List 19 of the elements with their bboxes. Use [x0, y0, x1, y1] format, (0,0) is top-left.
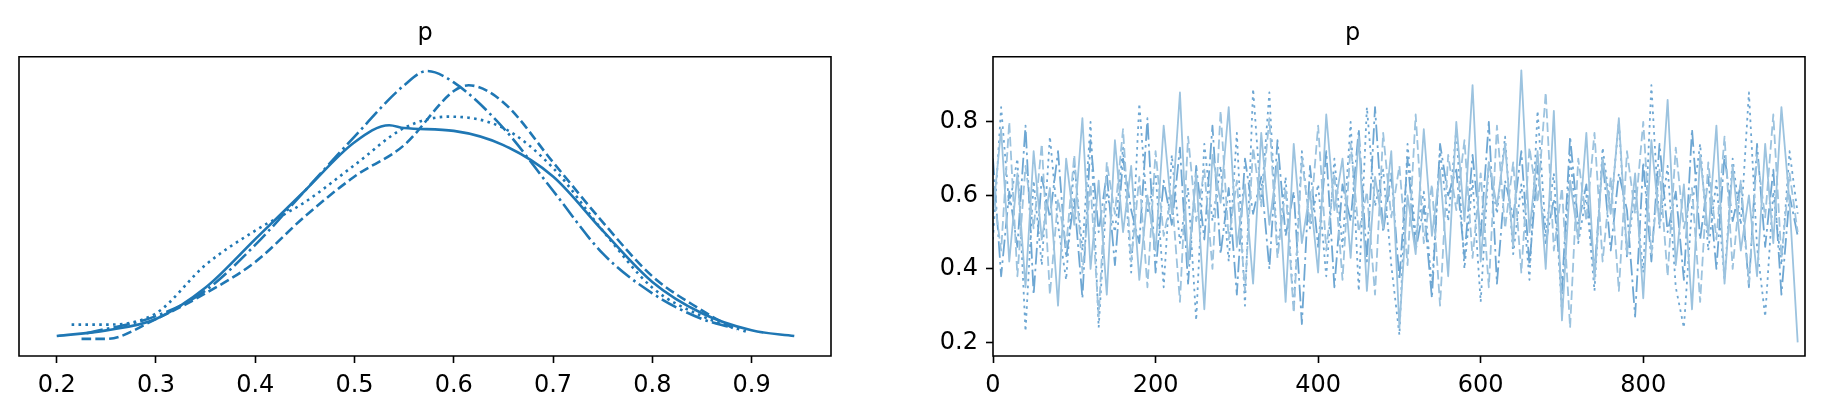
x-tick-label: 400 [1295, 369, 1342, 398]
x-tick-label: 0.6 [434, 369, 473, 398]
x-tick-label: 0.9 [732, 369, 771, 398]
chart-title: p [1344, 17, 1361, 46]
x-tick-label: 600 [1457, 369, 1504, 398]
chart-title: p [417, 17, 433, 46]
y-tick-label: 0.4 [939, 253, 978, 282]
y-tick-label: 0.8 [939, 106, 978, 135]
x-tick-label: 0.2 [37, 369, 76, 398]
x-tick-label: 0 [985, 369, 1001, 398]
x-tick-label: 0.3 [136, 369, 176, 398]
y-tick-label: 0.2 [939, 326, 978, 355]
x-tick-label: 0.5 [335, 369, 374, 398]
x-tick-label: 0.4 [236, 369, 275, 398]
y-tick-label: 0.6 [939, 179, 978, 208]
x-tick-label: 0.8 [633, 369, 672, 398]
x-tick-label: 800 [1620, 369, 1667, 398]
x-tick-label: 200 [1132, 369, 1179, 398]
x-tick-label: 0.7 [533, 369, 573, 398]
